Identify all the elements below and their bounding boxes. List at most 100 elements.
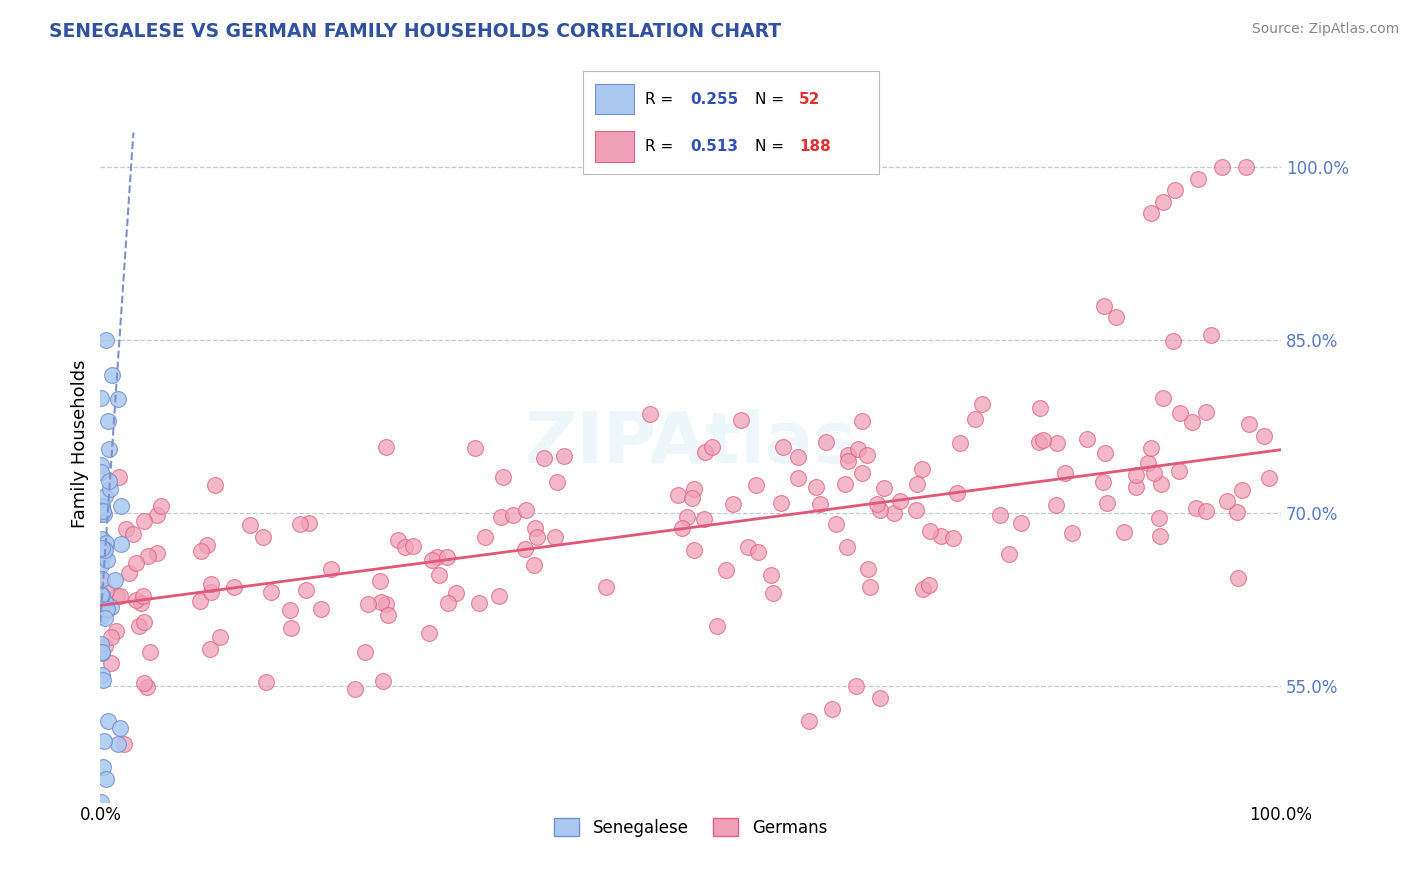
Point (96, 583, 118, 598)
Point (1152, 392, 1174, 406)
Point (544, 530, 567, 544)
Point (418, 626, 440, 640)
Text: 0.255: 0.255 (690, 92, 738, 106)
Point (375, 597, 398, 611)
Point (90, 558, 112, 573)
Point (94, 333, 117, 347)
Point (90, 465, 112, 479)
Point (772, 441, 794, 455)
Point (721, 497, 744, 511)
Point (846, 442, 869, 457)
Point (942, 531, 965, 545)
Point (693, 512, 716, 526)
Point (402, 539, 425, 553)
Point (105, 624, 128, 639)
Point (515, 503, 537, 517)
Point (1230, 483, 1253, 497)
Point (988, 508, 1011, 523)
Point (1029, 401, 1052, 415)
Point (110, 721, 132, 735)
Point (523, 520, 546, 534)
Point (1112, 524, 1135, 539)
Point (319, 562, 342, 576)
Point (128, 618, 150, 632)
Point (770, 496, 793, 510)
Point (90, 532, 112, 546)
Point (309, 601, 332, 615)
Point (96, 602, 118, 616)
Point (1199, 327, 1222, 342)
Point (94, 536, 117, 550)
Text: 188: 188 (799, 139, 831, 153)
Text: 52: 52 (799, 92, 821, 106)
Point (526, 530, 548, 544)
Point (821, 702, 844, 716)
Point (97, 714, 120, 728)
Point (970, 397, 993, 411)
Point (1150, 477, 1173, 491)
Point (676, 509, 699, 524)
Point (131, 597, 153, 611)
Point (239, 517, 262, 532)
Point (204, 477, 226, 491)
Point (394, 540, 416, 554)
Point (1187, 171, 1209, 186)
Point (114, 737, 136, 751)
Point (638, 407, 661, 421)
Point (866, 497, 889, 511)
Point (93, 595, 115, 609)
Point (374, 440, 396, 454)
Point (1125, 480, 1147, 494)
Point (856, 562, 879, 576)
Point (1142, 466, 1164, 480)
Point (93, 542, 115, 557)
Point (107, 469, 129, 483)
Point (714, 563, 737, 577)
Text: R =: R = (645, 139, 679, 153)
Point (437, 596, 460, 610)
Point (252, 530, 274, 544)
Point (200, 585, 222, 599)
Point (105, 589, 128, 603)
Point (134, 514, 156, 528)
Point (254, 675, 277, 690)
Point (1092, 299, 1115, 313)
Point (370, 595, 392, 609)
Point (444, 586, 467, 600)
Point (91, 668, 114, 682)
Text: R =: R = (645, 92, 679, 106)
Point (824, 516, 846, 531)
Point (90, 507, 112, 521)
Point (93, 508, 115, 522)
Point (146, 546, 169, 560)
Point (107, 737, 129, 751)
Point (837, 448, 859, 462)
Point (96, 553, 118, 567)
Point (107, 392, 129, 406)
Point (761, 567, 783, 582)
Point (90, 587, 112, 601)
Point (1194, 504, 1216, 518)
Point (1032, 433, 1054, 447)
Point (90, 573, 112, 587)
Point (693, 445, 716, 459)
Point (93, 547, 115, 561)
Point (420, 553, 443, 567)
Point (682, 482, 704, 496)
Point (834, 477, 856, 491)
Point (132, 615, 155, 629)
Point (91, 572, 114, 586)
Point (93, 734, 115, 748)
Point (91, 645, 114, 659)
Y-axis label: Family Households: Family Households (72, 359, 89, 528)
Point (963, 411, 986, 425)
Point (93, 543, 115, 558)
Point (1140, 441, 1163, 455)
Point (145, 508, 167, 522)
Point (918, 577, 941, 591)
Point (787, 471, 810, 485)
Point (1060, 526, 1083, 541)
Point (91, 673, 114, 687)
Point (492, 470, 515, 484)
Point (190, 543, 212, 558)
